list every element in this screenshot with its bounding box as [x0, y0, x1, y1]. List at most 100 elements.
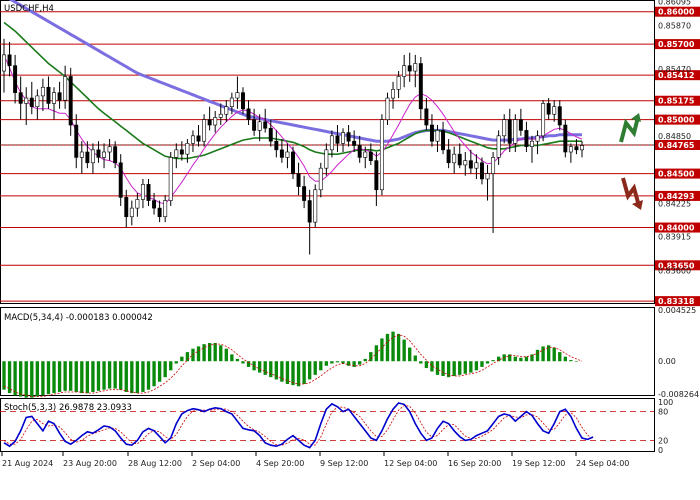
macd-bar [558, 352, 562, 362]
price-tick-label: 0.84850 [658, 132, 691, 141]
candle-body [541, 103, 546, 137]
macd-bar [424, 361, 429, 369]
macd-bar [24, 361, 28, 398]
macd-bar [185, 352, 190, 362]
level-label: 0.84000 [658, 224, 695, 233]
candle-body [552, 106, 557, 115]
candle-body [324, 149, 329, 169]
candle-body [546, 103, 551, 115]
macd-bar [80, 361, 84, 394]
macd-bar [574, 361, 579, 362]
macd-bar [207, 343, 212, 362]
macd-bar [358, 361, 362, 365]
candle-body [140, 184, 145, 200]
candle-body [235, 92, 240, 99]
ma-slow-line [8, 0, 582, 143]
macd-bar [463, 361, 467, 374]
macd-bar [174, 361, 178, 364]
time-tick-label: 19 Sep 12:00 [512, 459, 565, 468]
ma-mid-line [3, 21, 582, 160]
candle-body [530, 140, 534, 147]
candle-body [213, 117, 218, 126]
candle-body [152, 200, 157, 209]
candle-body [241, 92, 245, 110]
price-tick-label: 0.83600 [658, 267, 691, 276]
time-tick-label: 21 Aug 2024 [2, 459, 53, 468]
macd-bar [169, 361, 173, 371]
candles [2, 38, 584, 255]
candle-body [496, 135, 501, 158]
macd-axis: 0.004525 0.00 -0.008264 [658, 306, 699, 399]
price-tick-label: 0.85470 [658, 65, 691, 74]
macd-bar [246, 361, 251, 367]
macd-bar [263, 361, 267, 375]
level-label-bg [655, 222, 700, 233]
macd-bar [119, 361, 123, 390]
stoch-tick-label: 0 [658, 446, 663, 455]
macd-bar [91, 361, 95, 392]
macd-bar [302, 361, 306, 384]
candle-body [207, 119, 212, 126]
macd-bar [191, 348, 195, 362]
price-tick-label: 0.84225 [658, 199, 691, 208]
macd-bar [363, 358, 367, 362]
price-axis: 0.86000 0.85700 0.85412 0.85175 0.85000 0.847… [655, 0, 700, 307]
candle-body [396, 76, 401, 90]
candle-body [174, 149, 179, 158]
level-label: 0.86000 [658, 8, 695, 17]
macd-bar [402, 339, 406, 362]
level-label-bg [655, 114, 700, 125]
candle-body [291, 151, 295, 174]
candle-body [513, 119, 518, 144]
candle-body [507, 119, 512, 144]
candle-body [185, 143, 190, 155]
level-label: 0.85412 [658, 71, 694, 80]
macd-bar [552, 347, 556, 362]
candle-body [335, 135, 340, 144]
candle-body [535, 135, 540, 142]
candle-body [118, 162, 123, 198]
candle-body [568, 146, 573, 153]
candle-body [424, 108, 429, 126]
candle-body [313, 189, 318, 223]
macd-bar [146, 361, 151, 390]
macd-bar [19, 361, 23, 397]
candle-body [79, 151, 84, 158]
level-label: 0.85700 [658, 40, 695, 49]
candle-body [179, 149, 184, 155]
macd-bar [141, 361, 145, 392]
candle-body [46, 86, 51, 104]
candle-body [246, 108, 251, 120]
macd-bar [541, 346, 545, 362]
candle-body [224, 106, 229, 115]
macd-bar [408, 347, 412, 362]
price-levels [0, 11, 654, 302]
macd-bar [563, 356, 567, 362]
candle-body [13, 65, 18, 93]
macd-signal-line [3, 334, 583, 397]
time-tick-label: 24 Sep 04:00 [576, 459, 629, 468]
macd-bar [35, 361, 40, 397]
macd-bar [385, 333, 390, 362]
candle-body [279, 149, 284, 158]
candle-body [580, 145, 584, 151]
candle-body [252, 119, 257, 131]
macd-bar [291, 361, 295, 386]
macd-tick-label: 0.00 [658, 357, 676, 366]
macd-bar [485, 361, 490, 364]
candle-body [113, 146, 118, 164]
candle-body [485, 173, 490, 180]
time-axis: 21 Aug 2024 23 Aug 20:00 28 Aug 12:00 2 Sep… [1, 452, 629, 468]
macd-bar [85, 361, 90, 394]
macd-bar [313, 361, 317, 375]
macd-bar [458, 361, 462, 375]
macd-bar [46, 361, 51, 395]
candle-body [463, 160, 468, 166]
level-label-bg [655, 139, 700, 150]
candle-body [257, 121, 262, 131]
macd-bar [13, 361, 17, 396]
macd-bar [63, 361, 67, 391]
macd-bar [335, 361, 340, 363]
